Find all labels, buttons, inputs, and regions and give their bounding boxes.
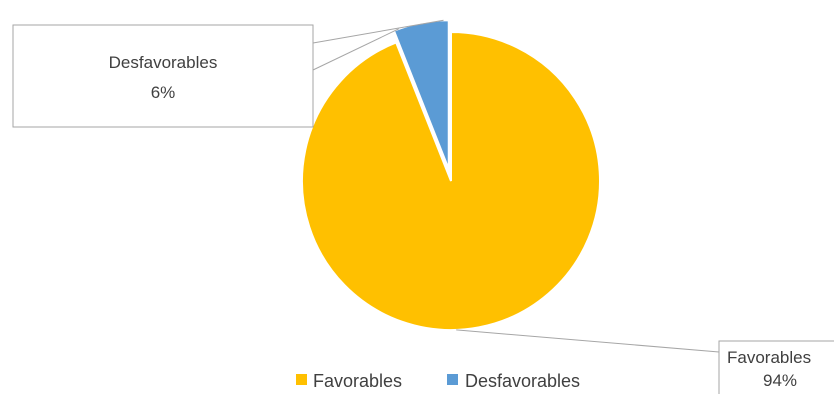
callout-box-desfavorables bbox=[12, 24, 314, 128]
legend-swatch-favorables bbox=[296, 374, 307, 385]
legend-label-favorables: Favorables bbox=[313, 371, 402, 391]
legend-label-desfavorables: Desfavorables bbox=[465, 371, 580, 391]
pie-slice-favorables bbox=[301, 30, 601, 331]
leader-line-desfavorables-top bbox=[312, 19, 444, 44]
data-label-desfavorables: Desfavorables 6% bbox=[12, 24, 314, 128]
callout-box-favorables bbox=[718, 340, 834, 394]
legend: Favorables Desfavorables bbox=[296, 371, 580, 391]
data-label-favorables: Favorables 94% bbox=[718, 340, 834, 394]
leader-lines bbox=[312, 19, 720, 353]
data-label-desfavorables-value: 6% bbox=[151, 83, 176, 102]
data-label-favorables-name: Favorables bbox=[727, 348, 811, 367]
data-label-desfavorables-name: Desfavorables bbox=[109, 53, 218, 72]
data-label-favorables-value: 94% bbox=[763, 371, 797, 390]
leader-line-favorables bbox=[456, 329, 720, 353]
pie-slices bbox=[301, 19, 601, 331]
legend-swatch-desfavorables bbox=[447, 374, 458, 385]
leader-line-desfavorables-bottom bbox=[312, 28, 399, 71]
